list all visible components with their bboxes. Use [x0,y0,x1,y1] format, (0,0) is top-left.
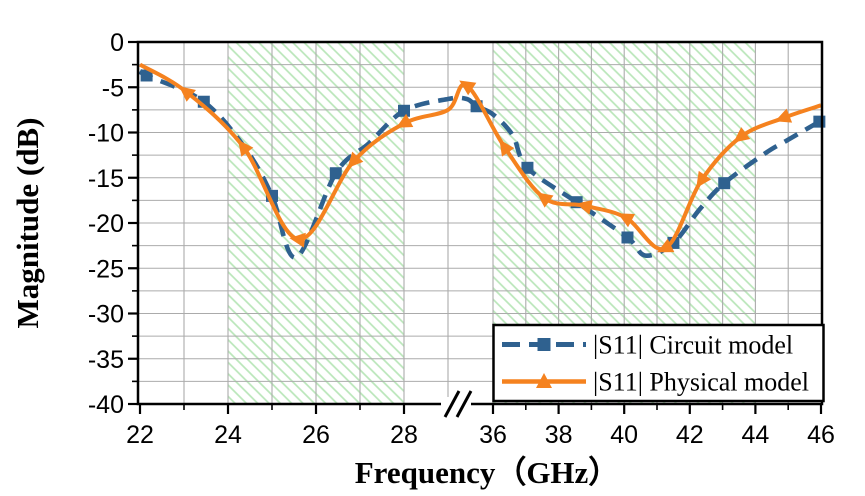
marker-square [329,167,342,180]
marker-triangle [696,170,712,188]
x-tick-label: 40 [610,421,638,449]
series-curves [137,62,826,260]
marker-square [621,231,634,244]
legend-marker-triangle [536,373,552,388]
break-slash [455,390,473,418]
y-tick-label: -15 [88,165,124,193]
y-tick-label: 0 [110,29,124,57]
x-tick-label: 22 [126,421,154,449]
marker-triangle [289,232,306,248]
marker-triangle [774,108,793,123]
marker-triangle [237,139,254,157]
marker-triangle [499,139,515,157]
marker-square [398,104,410,117]
break-slash [443,390,461,418]
axis-ticks [128,40,823,414]
marker-square [521,161,534,174]
y-axis-title: Magnitude (dB) [10,118,45,329]
legend: |S11| Circuit model |S11| Physical model [492,323,825,403]
y-tick-label: -35 [88,346,124,374]
x-tick-label: 28 [390,421,418,449]
legend-label-2: |S11| Physical model [593,368,809,397]
marker-triangle [536,192,554,208]
marker-square [718,177,731,190]
x-axis-title: Frequency（GHz） [355,455,620,490]
marker-square [140,69,153,82]
x-tick-label: 26 [302,421,330,449]
y-tick-label: -25 [88,255,124,283]
curve-circuit-model [137,68,821,260]
x-axis-break [441,390,473,418]
legend-marker-square [537,338,551,351]
marker-triangle [733,127,751,143]
x-tick-label: 42 [676,421,704,449]
marker-triangle [347,151,364,169]
legend-label-1: |S11| Circuit model [593,331,793,360]
plot-frame [136,40,824,406]
y-tick-label: -10 [88,120,124,148]
marker-square [813,115,826,128]
marker-triangle [576,200,593,215]
marker-triangle [179,86,196,102]
marker-triangle [617,213,636,228]
plot-border [136,40,824,406]
x-tick-label: 44 [741,421,769,449]
y-tick-label: -40 [88,391,124,419]
marker-triangle [396,113,414,128]
x-tick-label: 24 [214,421,242,449]
legend-box [492,323,825,403]
axis-tick-labels: 22 24 26 28 36 38 40 42 44 46 0 -5 -10 -15 -20 -25 -30 -3… [88,29,835,449]
y-tick-label: -20 [88,210,124,238]
y-tick-label: -5 [102,74,124,102]
x-tick-label: 38 [545,421,573,449]
y-tick-label: -30 [88,301,124,329]
x-tick-label: 46 [807,421,835,449]
marker-triangle [459,80,477,96]
x-tick-label: 36 [479,421,507,449]
marker-triangle [657,238,675,253]
